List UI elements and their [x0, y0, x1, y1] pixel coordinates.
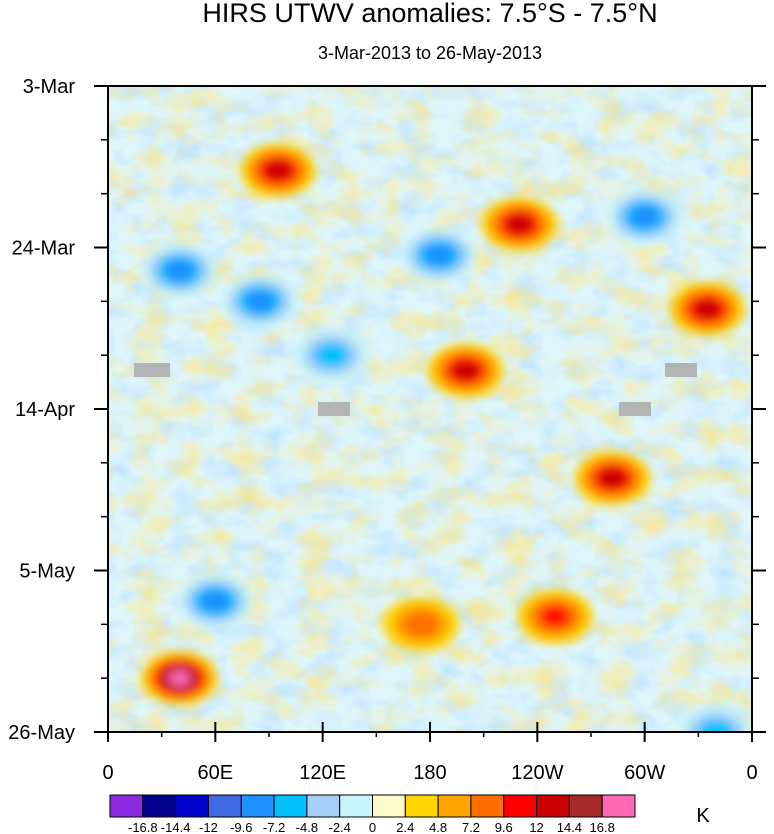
colorbar-label: -7.2 — [263, 820, 285, 834]
colorbar-swatch — [339, 794, 373, 818]
colorbar-swatch — [109, 794, 144, 818]
chart-title: HIRS UTWV anomalies: 7.5°S - 7.5°N — [202, 0, 657, 28]
colorbar-swatch — [503, 794, 538, 818]
colorbar: -16.8 -14.4 -12 -9.6 -7.2 -4.8 -2.4 0 2.4 4.8 7.2 9… — [109, 794, 636, 834]
x-tick-label: 120E — [299, 762, 346, 784]
x-tick-label: 180 — [413, 762, 446, 784]
colorbar-swatch — [372, 794, 406, 818]
colorbar-label: -4.8 — [296, 820, 318, 834]
colorbar-label: 9.6 — [495, 820, 513, 834]
colorbar-swatch — [273, 794, 308, 818]
colorbar-swatch — [601, 794, 636, 818]
y-tick-label: 5-May — [19, 561, 75, 583]
anomaly-blob — [539, 605, 571, 628]
anomaly-blob — [423, 244, 455, 267]
colorbar-swatch — [470, 794, 505, 818]
missing-patch — [134, 363, 170, 377]
colorbar-label: -2.4 — [328, 820, 350, 834]
colorbar-label: 2.4 — [396, 820, 414, 834]
missing-patch — [619, 402, 651, 416]
x-tick-label: 60W — [624, 762, 665, 784]
colorbar-swatch — [175, 794, 209, 818]
anomaly-blob — [264, 161, 292, 181]
x-tick-label: 0 — [102, 762, 113, 784]
anomaly-blob — [164, 259, 195, 282]
colorbar-label: -14.4 — [161, 820, 191, 834]
missing-data-patches — [134, 363, 697, 416]
colorbar-swatch — [568, 794, 603, 818]
anomaly-blob — [402, 611, 440, 638]
x-tick-label: 0 — [746, 762, 757, 784]
plot-area — [108, 86, 752, 732]
colorbar-swatch — [306, 794, 341, 818]
x-tick-label: 60E — [198, 762, 234, 784]
colorbar-label: 4.8 — [429, 820, 447, 834]
y-tick-label: 3-Mar — [23, 76, 76, 98]
colorbar-label: -9.6 — [230, 820, 252, 834]
anomaly-blob — [697, 718, 735, 732]
colorbar-label: 16.8 — [590, 820, 615, 834]
colorbar-label: 7.2 — [462, 820, 480, 834]
anomaly-blob — [452, 361, 480, 381]
colorbar-label: 12 — [529, 820, 543, 834]
colorbar-swatch — [437, 794, 472, 818]
colorbar-swatch — [207, 794, 242, 818]
anomaly-blob — [694, 299, 721, 319]
colorbar-swatch — [240, 794, 275, 818]
anomaly-blob — [244, 290, 276, 313]
colorbar-swatch — [536, 794, 570, 818]
anomaly-blob — [506, 214, 533, 234]
anomaly-blob — [629, 205, 661, 228]
colorbar-swatch — [142, 794, 177, 818]
colorbar-label: -12 — [199, 820, 218, 834]
y-tick-label: 14-Apr — [15, 399, 75, 421]
missing-patch — [665, 363, 697, 377]
anomaly-blob — [313, 341, 351, 369]
anomaly-blob — [200, 590, 231, 613]
units-label: K — [696, 805, 710, 827]
colorbar-label: 14.4 — [557, 820, 582, 834]
y-tick-label: 26-May — [8, 722, 75, 744]
colorbar-swatch — [404, 794, 439, 818]
anomaly-blob — [168, 670, 191, 686]
x-tick-label: 120W — [511, 762, 563, 784]
chart-subtitle: 3-Mar-2013 to 26-May-2013 — [318, 43, 542, 63]
missing-patch — [318, 402, 350, 416]
y-tick-label: 24-Mar — [12, 238, 76, 260]
colorbar-label: 0 — [369, 820, 376, 834]
anomaly-blob — [599, 468, 626, 488]
colorbar-label: -16.8 — [128, 820, 158, 834]
